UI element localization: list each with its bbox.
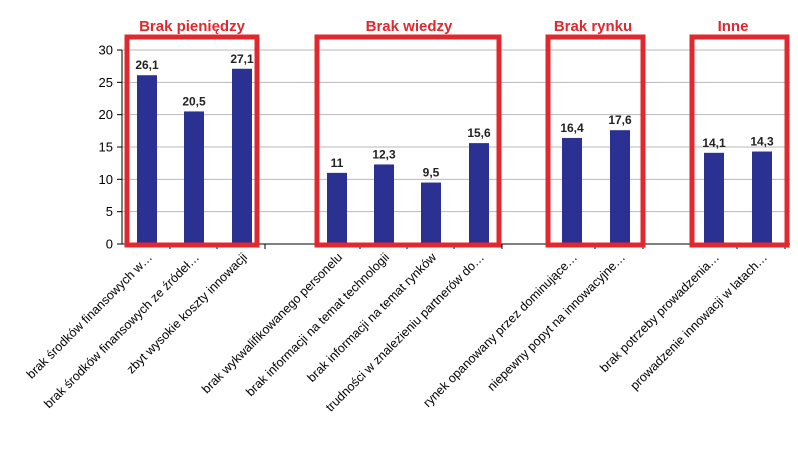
bar-4-2 [752, 151, 772, 244]
bar-value-label: 14,1 [702, 136, 726, 150]
group-title: Inne [718, 18, 749, 35]
bar-value-label: 26,1 [135, 58, 159, 72]
bar-value-label: 9,5 [423, 166, 440, 180]
y-tick-label: 0 [106, 237, 113, 252]
bar-1-2 [184, 111, 204, 244]
bar-2-1 [327, 172, 347, 244]
bar-2-4 [469, 143, 489, 244]
y-tick-label: 15 [99, 140, 113, 155]
bar-2-3 [421, 182, 441, 244]
bar-value-label: 17,6 [608, 113, 632, 127]
bar-1-1 [137, 75, 157, 244]
group-box [545, 34, 646, 248]
bar-value-label: 20,5 [182, 94, 206, 108]
bar-3-2 [610, 130, 630, 244]
group-box [124, 34, 260, 248]
bars [137, 68, 772, 245]
group-title: Brak wiedzy [366, 18, 453, 35]
bar-value-label: 15,6 [467, 126, 491, 140]
y-tick-label: 5 [106, 204, 113, 219]
group-title: Brak rynku [554, 18, 632, 35]
group-box [689, 34, 790, 248]
bar-value-label: 14,3 [750, 135, 774, 149]
group-boxes [124, 34, 790, 248]
bar-value-label: 16,4 [560, 121, 584, 135]
bar-value-label: 11 [331, 156, 344, 170]
bar-3-1 [562, 137, 582, 244]
bar-2-2 [374, 164, 394, 244]
bar-4-1 [704, 152, 724, 244]
bar-value-label: 27,1 [230, 52, 254, 66]
group-box [314, 34, 502, 248]
group-title: Brak pieniędzy [139, 18, 246, 35]
bar-value-label: 12,3 [372, 147, 396, 161]
bar-1-3 [232, 68, 252, 245]
y-tick-label: 30 [99, 43, 113, 58]
y-tick-label: 20 [99, 107, 113, 122]
y-tick-label: 10 [99, 172, 113, 187]
y-tick-label: 25 [99, 75, 113, 90]
